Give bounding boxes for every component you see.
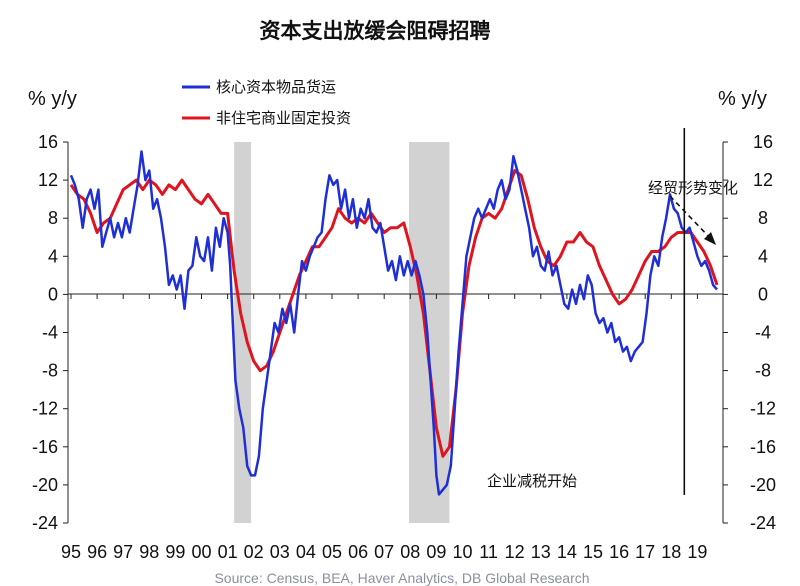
y-tick-label-left: 0	[48, 284, 58, 304]
legend: 核心资本物品货运 非住宅商业固定投资	[182, 78, 351, 127]
y-tick-label-left: -16	[32, 437, 58, 457]
x-tick-label: 04	[296, 542, 316, 562]
y-tick-label-left: -4	[42, 323, 58, 343]
trend-arrow	[669, 195, 716, 245]
x-tick-label: 17	[635, 542, 655, 562]
x-tick-label: 19	[687, 542, 707, 562]
y-tick-label-right: 0	[758, 284, 768, 304]
x-tick-label: 98	[139, 542, 159, 562]
x-tick-label: 07	[374, 542, 394, 562]
annotation-policy-change: 经贸形势变化	[648, 179, 738, 197]
y-tick-label-right: -16	[750, 437, 776, 457]
y-tick-label-right: -24	[750, 513, 776, 533]
y-tick-label-right: -20	[750, 475, 776, 495]
x-tick-label: 11	[479, 542, 498, 562]
x-tick-label: 95	[61, 542, 81, 562]
y-axis-right: 16 12 8 4 0 -4 -8 -12 -16 -20 -24	[723, 132, 776, 533]
x-tick-label: 97	[113, 542, 133, 562]
x-tick-label: 10	[452, 542, 472, 562]
y-tick-label-right: 8	[758, 208, 768, 228]
legend-label-shipments: 核心资本物品货运	[216, 78, 336, 96]
recession-bands	[234, 142, 450, 523]
chart-title: 资本支出放缓会阻碍招聘	[260, 19, 491, 43]
recession-band	[408, 142, 450, 523]
y-tick-label-left: 16	[38, 132, 58, 152]
legend-label-investment: 非住宅商业固定投资	[216, 109, 351, 127]
right-unit-label: % y/y	[718, 88, 767, 110]
x-tick-label: 14	[557, 542, 577, 562]
y-tick-label-left: 8	[48, 208, 58, 228]
x-tick-label: 02	[244, 542, 264, 562]
y-tick-label-right: 16	[753, 132, 773, 152]
y-tick-label-left: 4	[48, 246, 58, 266]
x-tick-label: 00	[191, 542, 211, 562]
y-axis-left: 16 12 8 4 0 -4 -8 -12 -16 -20 -24	[32, 132, 68, 533]
x-tick-label: 12	[505, 542, 525, 562]
y-tick-label-right: 4	[758, 246, 768, 266]
x-tick-label: 18	[661, 542, 681, 562]
y-tick-label-left: 12	[38, 170, 58, 190]
source-note: Source: Census, BEA, Haver Analytics, DB…	[214, 570, 589, 586]
left-unit-label: % y/y	[28, 88, 77, 110]
x-tick-label: 01	[218, 542, 238, 562]
annotation-tax-cut: 企业减税开始	[487, 472, 577, 490]
x-tick-label: 15	[583, 542, 603, 562]
x-tick-label: 96	[87, 542, 107, 562]
y-tick-label-left: -12	[32, 399, 58, 419]
y-tick-label-left: -8	[42, 361, 58, 381]
y-tick-label-right: 12	[753, 170, 773, 190]
x-tick-label: 16	[609, 542, 629, 562]
y-tick-label-right: -4	[755, 323, 771, 343]
x-axis: 95 96 97 98 99 00 01 02 03 04 05 06 07 08 09 10 11 12 13 14…	[61, 294, 707, 562]
series-line-investment	[69, 169, 719, 458]
y-tick-label-right: -8	[755, 361, 771, 381]
x-tick-label: 03	[270, 542, 290, 562]
x-tick-label: 09	[426, 542, 446, 562]
y-tick-label-right: -12	[750, 399, 776, 419]
x-tick-label: 13	[531, 542, 551, 562]
x-tick-label: 06	[348, 542, 368, 562]
x-tick-label: 08	[400, 542, 420, 562]
recession-band	[234, 142, 252, 523]
series-line-shipments	[69, 150, 718, 496]
y-tick-label-left: -20	[32, 475, 58, 495]
y-tick-label-left: -24	[32, 513, 58, 533]
x-tick-label: 99	[165, 542, 185, 562]
x-tick-label: 05	[322, 542, 342, 562]
